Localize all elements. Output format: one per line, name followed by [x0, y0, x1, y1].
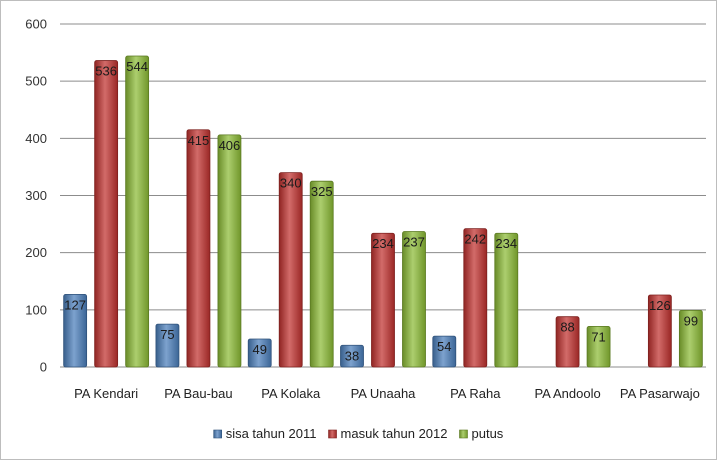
bar-masuk-tahun-2012-pa-andoolo: [555, 316, 580, 368]
bar-sisa-tahun-2011-pa-kolaka: [247, 338, 272, 368]
data-label-putus-pa-unaaha: 237: [403, 235, 425, 250]
x-tick-label-pa-unaaha: PA Unaaha: [351, 386, 417, 401]
bar-sisa-tahun-2011-pa-bau-bau: [155, 323, 180, 368]
data-label-masuk-tahun-2012-pa-pasarwajo: 126: [649, 298, 671, 313]
bar-masuk-tahun-2012-pa-pasarwajo: [647, 294, 672, 368]
x-tick-label-pa-kendari: PA Kendari: [74, 386, 138, 401]
y-tick-label: 500: [25, 74, 47, 89]
x-tick-label-pa-kolaka: PA Kolaka: [261, 386, 321, 401]
bar-putus-pa-raha: [494, 232, 519, 368]
bar-masuk-tahun-2012-pa-unaaha: [371, 232, 395, 368]
legend-swatch-putus: [459, 429, 468, 439]
bar-masuk-tahun-2012-pa-bau-bau: [186, 129, 211, 368]
x-tick-label-pa-andoolo: PA Andoolo: [534, 386, 600, 401]
legend-item-sisa-tahun-2011: sisa tahun 2011: [213, 426, 317, 441]
data-label-masuk-tahun-2012-pa-raha: 242: [464, 232, 486, 247]
data-label-masuk-tahun-2012-pa-unaaha: 234: [372, 236, 394, 251]
data-labels: 127 536 544 75 415 406 49 340 325 38 234 237 54 242 23…: [64, 59, 698, 363]
bar-putus-pa-unaaha: [402, 231, 426, 368]
data-label-putus-pa-pasarwajo: 99: [684, 313, 698, 328]
y-tick-label: 100: [25, 302, 47, 317]
data-label-putus-pa-kolaka: 325: [311, 184, 333, 199]
data-label-sisa-tahun-2011-pa-bau-bau: 75: [160, 327, 174, 342]
legend: sisa tahun 2011 masuk tahun 2012 putus: [213, 426, 504, 441]
bar-masuk-tahun-2012-pa-kendari: [94, 60, 119, 368]
legend-label-sisa-tahun-2011: sisa tahun 2011: [226, 426, 317, 441]
bar-putus-pa-pasarwajo: [678, 310, 703, 368]
x-tick-label-pa-raha: PA Raha: [450, 386, 501, 401]
y-tick-label: 0: [40, 360, 47, 375]
data-label-sisa-tahun-2011-pa-raha: 54: [437, 339, 451, 354]
x-tick-label-pa-pasarwajo: PA Pasarwajo: [620, 386, 700, 401]
legend-swatch-sisa-tahun-2011: [213, 429, 222, 439]
data-label-masuk-tahun-2012-pa-kolaka: 340: [280, 176, 302, 191]
data-label-sisa-tahun-2011-pa-kolaka: 49: [252, 342, 266, 357]
y-tick-label: 300: [25, 188, 47, 203]
legend-item-putus: putus: [459, 426, 504, 441]
data-label-masuk-tahun-2012-pa-bau-bau: 415: [188, 133, 210, 148]
y-tick-label: 400: [25, 131, 47, 146]
data-label-masuk-tahun-2012-pa-andoolo: 88: [560, 320, 574, 335]
bar-putus-pa-kendari: [125, 55, 150, 368]
legend-label-masuk-tahun-2012: masuk tahun 2012: [341, 426, 448, 441]
data-label-masuk-tahun-2012-pa-kendari: 536: [95, 64, 117, 79]
data-label-sisa-tahun-2011-pa-kendari: 127: [64, 297, 86, 312]
bar-masuk-tahun-2012-pa-raha: [463, 228, 488, 368]
legend-item-masuk-tahun-2012: masuk tahun 2012: [328, 426, 448, 441]
data-label-putus-pa-raha: 234: [495, 236, 517, 251]
y-axis: 0 100 200 300 400 500 600: [25, 17, 47, 375]
x-axis: PA Kendari PA Bau-bau PA Kolaka PA Unaaha PA…: [74, 386, 700, 401]
data-label-putus-pa-kendari: 544: [126, 59, 148, 74]
bar-masuk-tahun-2012-pa-kolaka: [278, 172, 303, 368]
data-label-putus-pa-andoolo: 71: [591, 329, 605, 344]
bar-putus-pa-kolaka: [309, 180, 334, 368]
bar-putus-pa-andoolo: [586, 326, 611, 368]
y-tick-label: 200: [25, 245, 47, 260]
y-tick-label: 600: [25, 17, 47, 32]
data-label-putus-pa-bau-bau: 406: [219, 138, 241, 153]
bar-sisa-tahun-2011-pa-raha: [432, 335, 457, 368]
bar-putus-pa-bau-bau: [217, 134, 242, 368]
legend-swatch-masuk-tahun-2012: [328, 429, 337, 439]
legend-label-putus: putus: [472, 426, 504, 441]
bars: [63, 55, 703, 368]
data-label-sisa-tahun-2011-pa-unaaha: 38: [345, 348, 359, 363]
x-tick-label-pa-bau-bau: PA Bau-bau: [164, 386, 232, 401]
bar-sisa-tahun-2011-pa-unaaha: [340, 344, 364, 368]
bar-sisa-tahun-2011-pa-kendari: [63, 293, 88, 368]
